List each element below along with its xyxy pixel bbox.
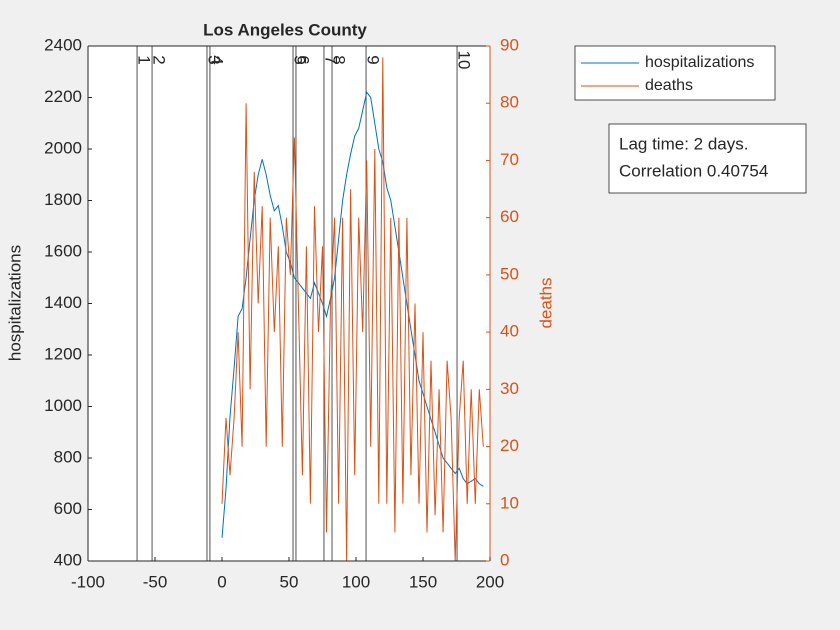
y-tick-label: 600 (54, 499, 82, 518)
y-axis-label: hospitalizations (5, 245, 24, 361)
legend-label: hospitalizations (645, 54, 754, 71)
series-line (221, 91, 484, 538)
y2-tick-label: 50 (500, 264, 519, 283)
x-tick-label: -100 (71, 572, 105, 591)
x-tick-label: 200 (476, 572, 504, 591)
series-line (221, 57, 484, 562)
y-tick-label: 1800 (44, 190, 82, 209)
y-tick-label: 800 (54, 447, 82, 466)
y2-tick-label: 30 (500, 379, 519, 398)
x-tick-label: 0 (217, 572, 226, 591)
y2-tick-label: 70 (500, 150, 519, 169)
annotation-text: Lag time: 2 days. (619, 134, 748, 153)
plot-area (88, 46, 490, 561)
annotation-box (608, 123, 807, 194)
event-label: 1 (135, 55, 154, 64)
y2-tick-label: 10 (500, 493, 519, 512)
y-tick-label: 2400 (44, 35, 82, 54)
x-tick-label: -50 (143, 572, 168, 591)
y-tick-label: 400 (54, 550, 82, 569)
y-tick-label: 2200 (44, 87, 82, 106)
legend-box (574, 45, 776, 101)
y-tick-label: 1000 (44, 396, 82, 415)
y2-tick-label: 60 (500, 207, 519, 226)
y2-axis-label: deaths (536, 277, 555, 328)
y2-tick-label: 90 (500, 35, 519, 54)
event-label: 3 (205, 55, 224, 64)
chart-title: Los Angeles County (203, 20, 367, 39)
x-tick-label: 50 (280, 572, 299, 591)
x-tick-label: 100 (342, 572, 370, 591)
x-tick-label: 150 (409, 572, 437, 591)
y-tick-label: 2000 (44, 138, 82, 157)
event-label: 7 (321, 55, 340, 64)
event-label: 4 (207, 55, 226, 64)
y2-tick-label: 20 (500, 436, 519, 455)
y-tick-label: 1200 (44, 344, 82, 363)
y-tick-label: 1600 (44, 241, 82, 260)
event-label: 5 (291, 55, 310, 64)
y2-tick-label: 40 (500, 322, 519, 341)
event-label: 9 (364, 55, 383, 64)
event-label: 6 (293, 55, 312, 64)
event-label: 2 (150, 55, 169, 64)
y2-tick-label: 0 (500, 550, 509, 569)
annotation-text: Correlation 0.40754 (619, 161, 768, 180)
event-label: 8 (330, 55, 349, 64)
event-label: 10 (455, 51, 474, 70)
y-tick-label: 1400 (44, 293, 82, 312)
y2-tick-label: 80 (500, 93, 519, 112)
legend-label: deaths (645, 77, 693, 94)
